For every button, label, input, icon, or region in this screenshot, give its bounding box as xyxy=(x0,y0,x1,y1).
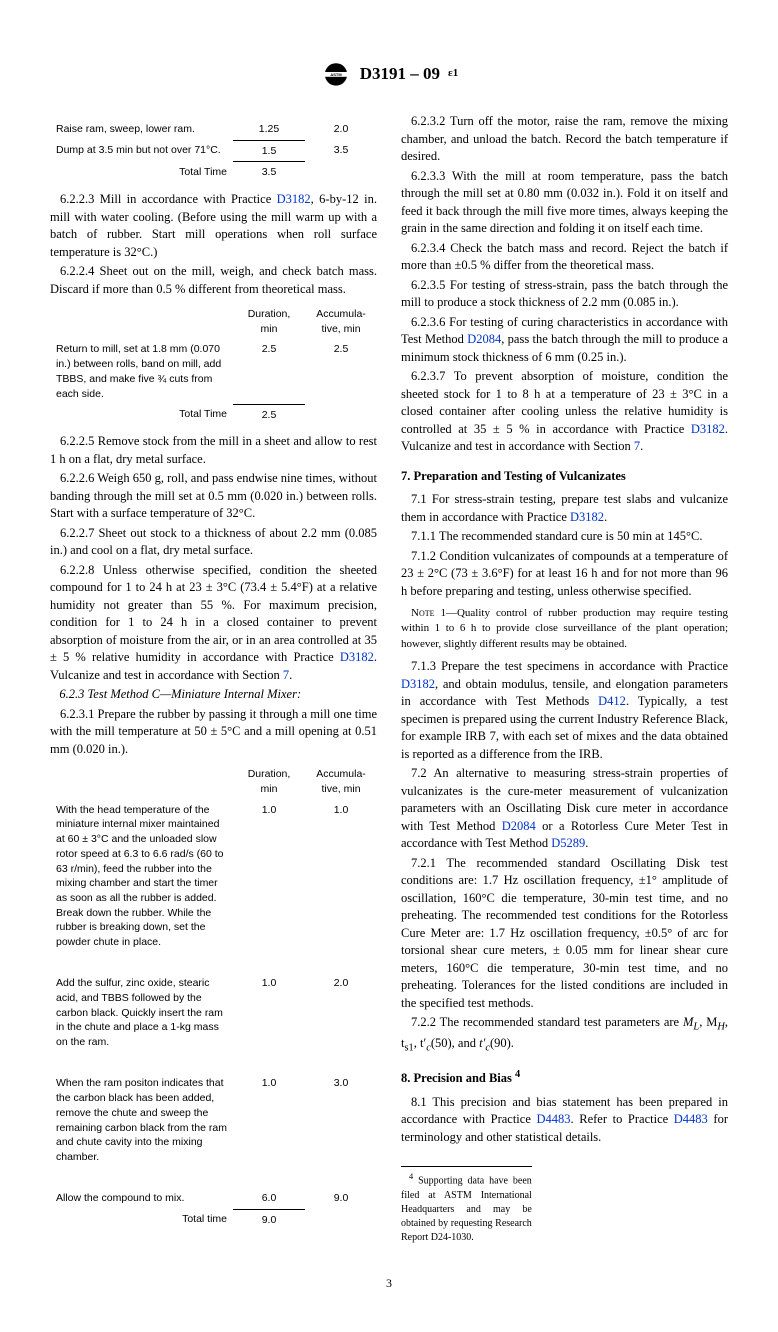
section-8-title: 8. Precision and Bias 4 xyxy=(401,1068,728,1088)
para-6228: 6.2.2.8 Unless otherwise specified, cond… xyxy=(50,562,377,685)
para-712: 7.1.2 Condition vulcanizates of compound… xyxy=(401,548,728,601)
para-6227: 6.2.2.7 Sheet out stock to a thickness o… xyxy=(50,525,377,560)
para-6235: 6.2.3.5 For testing of stress-strain, pa… xyxy=(401,277,728,312)
para-713: 7.1.3 Prepare the test specimens in acco… xyxy=(401,658,728,763)
designation: D3191 – 09 xyxy=(360,62,440,86)
para-6236: 6.2.3.6 For testing of curing characteri… xyxy=(401,314,728,367)
doc-header: ASTM D3191 – 09 ε1 xyxy=(50,60,728,88)
ref-section7-2[interactable]: 7 xyxy=(634,439,640,453)
table-6224: Duration, minAccumula-tive, min Return t… xyxy=(50,304,377,425)
table-6222-cont: Raise ram, sweep, lower ram.1.252.0 Dump… xyxy=(50,119,377,183)
edition-superscript: ε1 xyxy=(448,66,458,81)
para-6232: 6.2.3.2 Turn off the motor, raise the ra… xyxy=(401,113,728,166)
para-6224: 6.2.2.4 Sheet out on the mill, weigh, an… xyxy=(50,263,377,298)
para-6223: 6.2.2.3 Mill in accordance with Practice… xyxy=(50,191,377,261)
para-72: 7.2 An alternative to measuring stress-s… xyxy=(401,765,728,853)
para-6233: 6.2.3.3 With the mill at room temperatur… xyxy=(401,168,728,238)
svg-text:ASTM: ASTM xyxy=(330,72,342,77)
para-6234: 6.2.3.4 Check the batch mass and record.… xyxy=(401,240,728,275)
para-6237: 6.2.3.7 To prevent absorption of moistur… xyxy=(401,368,728,456)
ref-d2084-2[interactable]: D2084 xyxy=(502,819,536,833)
para-721: 7.2.1 The recommended standard Oscillati… xyxy=(401,855,728,1013)
ref-d4483-2[interactable]: D4483 xyxy=(674,1112,708,1126)
note-1: Note 1—Quality control of rubber product… xyxy=(401,606,728,652)
ref-d3182-2[interactable]: D3182 xyxy=(340,650,374,664)
para-722: 7.2.2 The recommended standard test para… xyxy=(401,1014,728,1056)
ref-d3182[interactable]: D3182 xyxy=(277,192,311,206)
para-6231: 6.2.3.1 Prepare the rubber by passing it… xyxy=(50,706,377,759)
ref-d5289[interactable]: D5289 xyxy=(551,836,585,850)
two-column-body: Raise ram, sweep, lower ram.1.252.0 Dump… xyxy=(50,113,728,1245)
table-6231: Duration, minAccumula-tive, min With the… xyxy=(50,764,377,1230)
ref-d4483[interactable]: D4483 xyxy=(536,1112,570,1126)
para-81: 8.1 This precision and bias statement ha… xyxy=(401,1094,728,1147)
ref-d3182-4[interactable]: D3182 xyxy=(570,510,604,524)
para-6226: 6.2.2.6 Weigh 650 g, roll, and pass endw… xyxy=(50,470,377,523)
section-7-title: 7. Preparation and Testing of Vulcanizat… xyxy=(401,468,728,486)
para-711: 7.1.1 The recommended standard cure is 5… xyxy=(401,528,728,546)
ref-d412[interactable]: D412 xyxy=(598,694,626,708)
page-number: 3 xyxy=(50,1275,728,1292)
astm-logo: ASTM xyxy=(320,60,352,88)
para-6225: 6.2.2.5 Remove stock from the mill in a … xyxy=(50,433,377,468)
footnote-4: 4 Supporting data have been filed at AST… xyxy=(401,1166,532,1244)
ref-d3182-5[interactable]: D3182 xyxy=(401,677,435,691)
ref-d3182-3[interactable]: D3182 xyxy=(691,422,725,436)
ref-d2084[interactable]: D2084 xyxy=(467,332,501,346)
para-71: 7.1 For stress-strain testing, prepare t… xyxy=(401,491,728,526)
para-623-title: 6.2.3 Test Method C—Miniature Internal M… xyxy=(50,686,377,704)
ref-section7[interactable]: 7 xyxy=(283,668,289,682)
